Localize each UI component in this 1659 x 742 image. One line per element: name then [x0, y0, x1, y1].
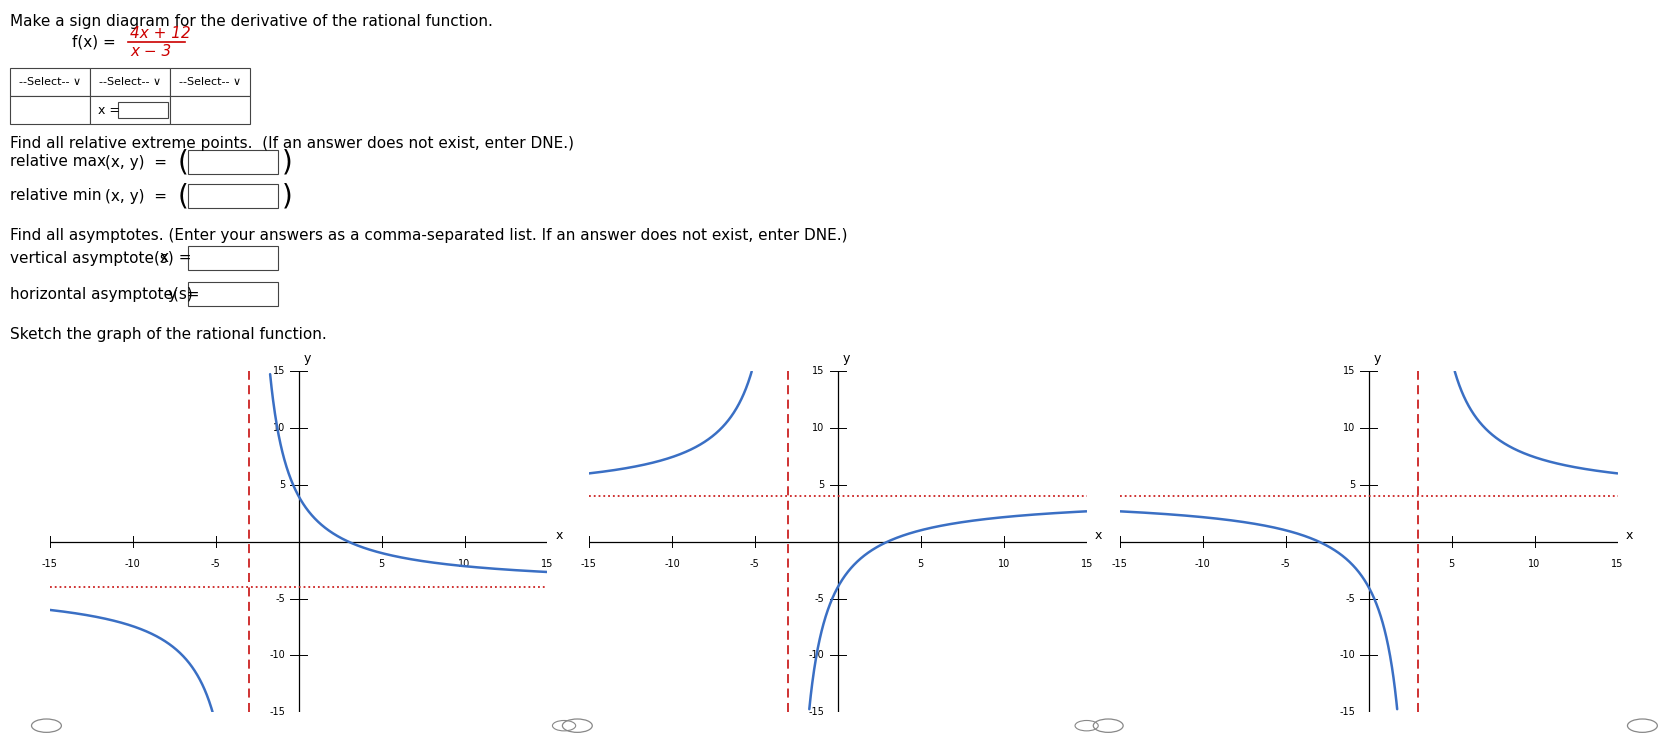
Bar [187, 184, 279, 208]
Text: -15: -15 [581, 559, 597, 568]
Text: 15: 15 [813, 366, 825, 376]
Text: -5: -5 [1345, 594, 1355, 603]
Text: Sketch the graph of the rational function.: Sketch the graph of the rational functio… [10, 327, 327, 342]
Text: --Select-- ∨: --Select-- ∨ [100, 77, 161, 87]
Text: 15: 15 [1611, 559, 1624, 568]
Text: 10: 10 [813, 423, 825, 433]
Text: 15: 15 [274, 366, 285, 376]
Text: x: x [1626, 530, 1632, 542]
Text: ): ) [282, 148, 292, 176]
Text: -15: -15 [1339, 707, 1355, 718]
Bar [169, 68, 251, 96]
Text: -5: -5 [815, 594, 825, 603]
Text: -10: -10 [270, 651, 285, 660]
Text: relative min: relative min [10, 188, 101, 203]
Bar [169, 96, 251, 124]
Text: 5: 5 [1448, 559, 1455, 568]
Text: horizontal asymptote(s): horizontal asymptote(s) [10, 286, 192, 301]
Text: (x, y)  =: (x, y) = [105, 188, 168, 203]
Text: x  =: x = [159, 251, 191, 266]
Text: -15: -15 [1112, 559, 1128, 568]
Bar [10, 68, 90, 96]
Text: Make a sign diagram for the derivative of the rational function.: Make a sign diagram for the derivative o… [10, 14, 493, 29]
Text: relative max: relative max [10, 154, 106, 169]
Text: x: x [556, 530, 562, 542]
Bar [187, 246, 279, 270]
Text: Find all asymptotes. (Enter your answers as a comma-separated list. If an answer: Find all asymptotes. (Enter your answers… [10, 228, 848, 243]
Bar [90, 68, 169, 96]
Text: 5: 5 [378, 559, 385, 568]
Text: -10: -10 [1340, 651, 1355, 660]
Text: Find all relative extreme points.  (If an answer does not exist, enter DNE.): Find all relative extreme points. (If an… [10, 136, 574, 151]
Bar [187, 150, 279, 174]
Text: -10: -10 [124, 559, 141, 568]
Text: -10: -10 [664, 559, 680, 568]
Text: (: ( [178, 182, 189, 210]
Text: --Select-- ∨: --Select-- ∨ [18, 77, 81, 87]
Text: 5: 5 [279, 480, 285, 490]
Text: -15: -15 [269, 707, 285, 718]
Text: -5: -5 [1281, 559, 1291, 568]
Text: y: y [843, 352, 849, 365]
Text: 10: 10 [458, 559, 471, 568]
Text: (: ( [178, 148, 189, 176]
Text: 5: 5 [818, 480, 825, 490]
Text: 10: 10 [997, 559, 1010, 568]
Text: (x, y)  =: (x, y) = [105, 154, 168, 169]
Text: -15: -15 [808, 707, 825, 718]
Text: -5: -5 [750, 559, 760, 568]
Text: 15: 15 [541, 559, 554, 568]
Text: y: y [304, 352, 310, 365]
Text: 10: 10 [1528, 559, 1541, 568]
Text: 5: 5 [917, 559, 924, 568]
Text: y  =: y = [168, 286, 199, 301]
Text: y: y [1374, 352, 1380, 365]
Text: ): ) [282, 182, 292, 210]
Text: 4x + 12: 4x + 12 [129, 25, 191, 41]
Text: 10: 10 [1344, 423, 1355, 433]
Text: -5: -5 [211, 559, 221, 568]
Text: 15: 15 [1344, 366, 1355, 376]
Text: 5: 5 [1349, 480, 1355, 490]
Text: -10: -10 [810, 651, 825, 660]
Text: -5: -5 [275, 594, 285, 603]
Text: -15: -15 [41, 559, 58, 568]
Text: 10: 10 [274, 423, 285, 433]
Text: x: x [1095, 530, 1102, 542]
Text: -10: -10 [1194, 559, 1211, 568]
Bar [90, 96, 169, 124]
Text: x − 3: x − 3 [129, 45, 171, 59]
Text: 15: 15 [1080, 559, 1093, 568]
Bar [187, 282, 279, 306]
Text: --Select-- ∨: --Select-- ∨ [179, 77, 241, 87]
Text: f(x) =: f(x) = [71, 34, 116, 50]
Bar [10, 96, 90, 124]
Text: vertical asymptote(s): vertical asymptote(s) [10, 251, 174, 266]
Bar [118, 102, 168, 118]
Text: x =: x = [98, 103, 119, 116]
